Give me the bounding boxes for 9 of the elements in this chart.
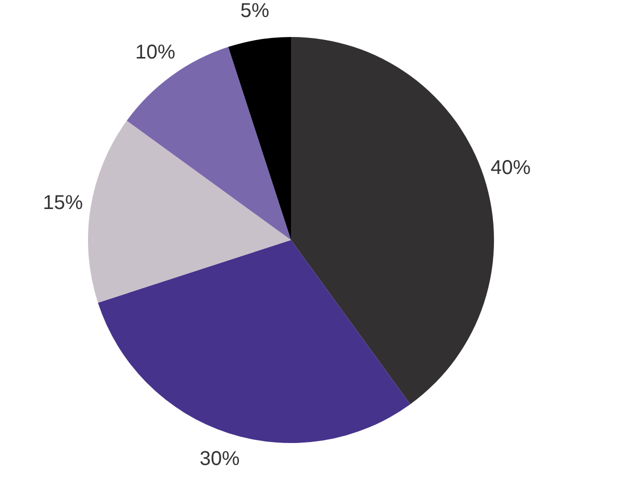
- data-label: 10%: [135, 41, 176, 64]
- data-label: 30%: [200, 448, 240, 470]
- data-label: 40%: [490, 156, 531, 179]
- pie-slice: [228, 37, 291, 240]
- pie-slice: [88, 120, 291, 303]
- data-label: 5%: [240, 0, 270, 22]
- pie-slice: [98, 240, 410, 443]
- pie-slice: [126, 46, 291, 240]
- data-label: 15%: [42, 192, 84, 214]
